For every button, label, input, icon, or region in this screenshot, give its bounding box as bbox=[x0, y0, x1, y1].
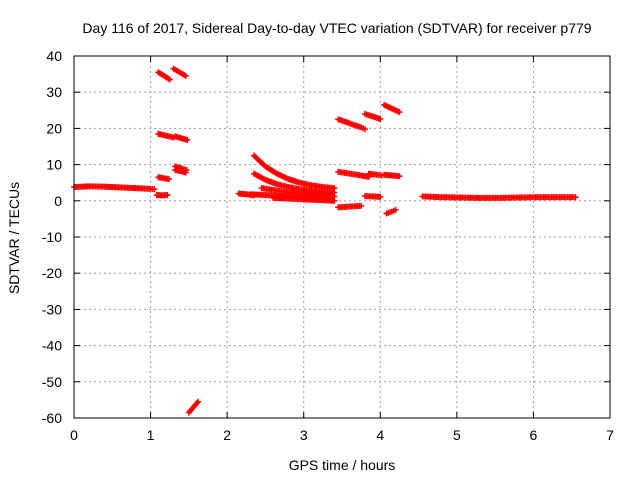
data-point bbox=[377, 193, 384, 200]
data-point bbox=[184, 136, 191, 143]
data-points bbox=[71, 65, 579, 416]
data-point bbox=[182, 169, 189, 176]
data-point bbox=[165, 176, 172, 183]
axis-ticks: 0 1 2 3 4 5 6 7 -60 -50 -40 -30 -20 -10 0 10 20 30 40 bbox=[42, 48, 614, 443]
data-point bbox=[331, 197, 338, 204]
x-tick-label: 2 bbox=[223, 427, 231, 443]
y-tick-label: -60 bbox=[42, 410, 62, 426]
y-tick-label: 0 bbox=[54, 193, 62, 209]
y-tick-label: -30 bbox=[42, 301, 62, 317]
data-point bbox=[182, 72, 189, 79]
data-point bbox=[151, 186, 158, 193]
x-tick-label: 5 bbox=[453, 427, 461, 443]
y-tick-label: -40 bbox=[42, 338, 62, 354]
y-tick-label: 40 bbox=[46, 48, 62, 64]
y-tick-label: -20 bbox=[42, 265, 62, 281]
x-tick-label: 1 bbox=[147, 427, 155, 443]
x-tick-label: 0 bbox=[70, 427, 78, 443]
data-point bbox=[166, 76, 173, 83]
x-tick-label: 4 bbox=[376, 427, 384, 443]
y-tick-label: 10 bbox=[46, 157, 62, 173]
data-point bbox=[195, 398, 202, 405]
y-tick-label: -10 bbox=[42, 229, 62, 245]
data-point bbox=[392, 206, 399, 213]
data-point bbox=[572, 194, 579, 201]
y-tick-label: 20 bbox=[46, 120, 62, 136]
x-axis-label: GPS time / hours bbox=[288, 457, 396, 473]
x-tick-label: 7 bbox=[606, 427, 614, 443]
x-tick-label: 3 bbox=[300, 427, 308, 443]
data-point bbox=[396, 173, 403, 180]
grid-lines bbox=[74, 56, 610, 418]
x-tick-label: 6 bbox=[530, 427, 538, 443]
data-point bbox=[377, 115, 384, 122]
data-point bbox=[396, 109, 403, 116]
data-point bbox=[358, 202, 365, 209]
data-point bbox=[164, 192, 171, 199]
y-tick-label: 30 bbox=[46, 84, 62, 100]
plot-frame bbox=[73, 55, 611, 419]
y-tick-label: -50 bbox=[42, 374, 62, 390]
chart-title: Day 116 of 2017, Sidereal Day-to-day VTE… bbox=[82, 20, 592, 36]
data-point bbox=[361, 126, 368, 133]
